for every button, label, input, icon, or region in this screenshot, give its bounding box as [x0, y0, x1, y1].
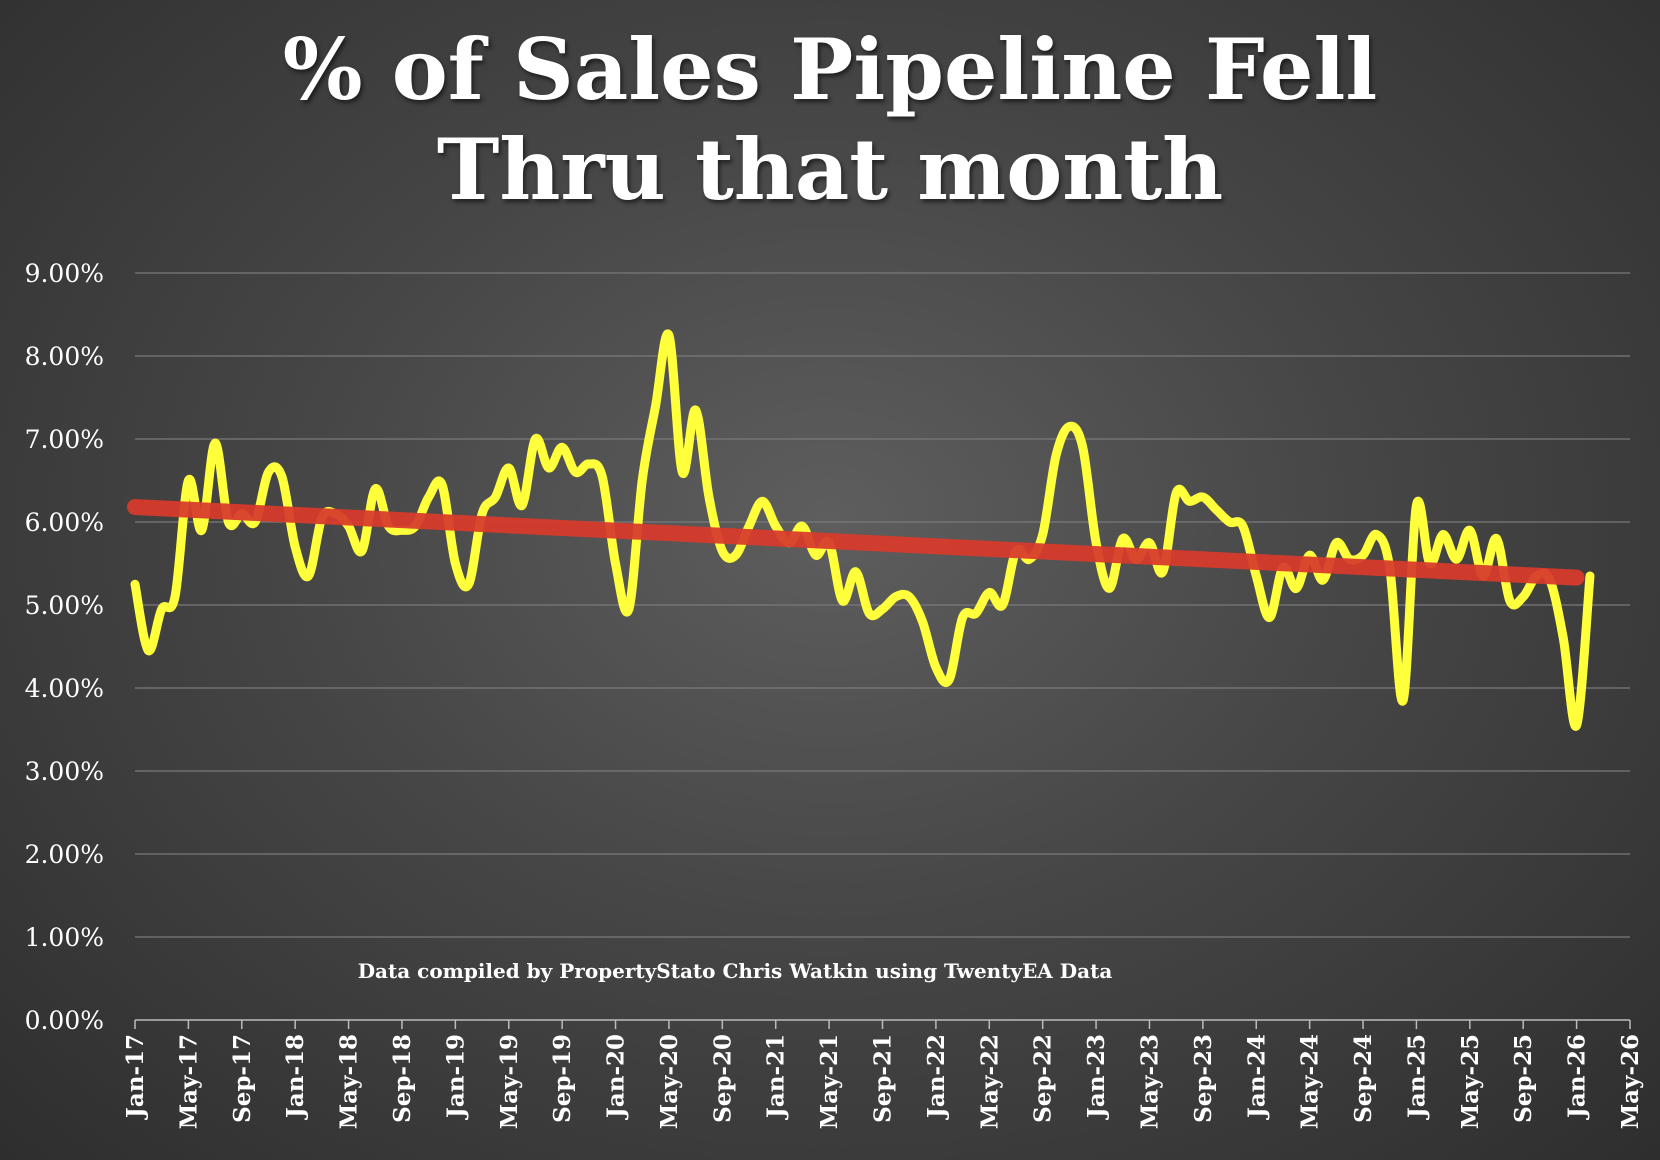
x-tick-label: Jan-22: [923, 1034, 950, 1120]
y-tick-label: 0.00%: [25, 1006, 104, 1035]
x-tick-label: May-26: [1617, 1034, 1644, 1129]
x-tick-label: Sep-23: [1190, 1034, 1217, 1123]
x-axis: Jan-17 May-17 Sep-17 Jan-18 May-18 Sep-18 Jan-…: [122, 1019, 1644, 1129]
x-tick-label: Jan-17: [122, 1034, 149, 1120]
x-tick-label: May-21: [816, 1034, 843, 1129]
x-tick-label: May-17: [175, 1034, 202, 1129]
x-tick-label: May-24: [1297, 1034, 1324, 1129]
x-tick-label: May-23: [1136, 1034, 1163, 1129]
x-tick-label: Sep-22: [1030, 1034, 1057, 1123]
x-tick-label: Jan-23: [1083, 1034, 1110, 1120]
y-tick-label: 3.00%: [25, 757, 104, 786]
x-tick-label: Sep-18: [389, 1034, 416, 1123]
x-tick-label: Jan-21: [763, 1034, 790, 1120]
x-tick-label: May-18: [336, 1034, 363, 1129]
trend-line: [127, 499, 1585, 586]
x-tick-label: Sep-24: [1350, 1034, 1377, 1123]
y-tick-label: 5.00%: [25, 591, 104, 620]
y-tick-label: 8.00%: [25, 342, 104, 371]
x-tick-label: Sep-20: [709, 1034, 736, 1123]
x-tick-label: Sep-21: [870, 1034, 897, 1123]
y-tick-label: 4.00%: [25, 674, 104, 703]
y-tick-label: 2.00%: [25, 840, 104, 869]
chart-title-line-1: % of Sales Pipeline Fell: [282, 20, 1378, 119]
x-tick-label: Jan-26: [1564, 1034, 1591, 1120]
x-tick-label: Sep-19: [549, 1034, 576, 1123]
x-tick-label: May-20: [656, 1034, 683, 1129]
y-tick-label: 7.00%: [25, 425, 104, 454]
x-tick-label: Jan-20: [603, 1034, 630, 1120]
y-tick-label: 6.00%: [25, 508, 104, 537]
x-tick-label: Sep-25: [1510, 1034, 1537, 1123]
x-tick-label: May-22: [976, 1034, 1003, 1129]
x-tick-label: May-19: [496, 1034, 523, 1129]
chart-title: % of Sales Pipeline Fell Thru that month: [0, 20, 1660, 220]
y-axis: 0.00% 1.00% 2.00% 3.00% 4.00% 5.00% 6.00% 7.00%…: [25, 259, 104, 1035]
plot-area: [127, 329, 1595, 731]
chart-title-line-2: Thru that month: [436, 120, 1224, 219]
series-line: [130, 329, 1595, 731]
x-tick-label: Jan-24: [1243, 1034, 1270, 1120]
x-tick-label: Sep-17: [229, 1034, 256, 1123]
data-source-annotation: Data compiled by PropertyStato Chris Wat…: [358, 959, 1113, 983]
y-tick-label: 9.00%: [25, 259, 104, 288]
x-tick-label: Jan-18: [282, 1034, 309, 1120]
x-tick-label: Jan-25: [1403, 1034, 1430, 1120]
x-tick-label: May-25: [1457, 1034, 1484, 1129]
x-tick-label: Jan-19: [442, 1034, 469, 1120]
y-tick-label: 1.00%: [25, 923, 104, 952]
